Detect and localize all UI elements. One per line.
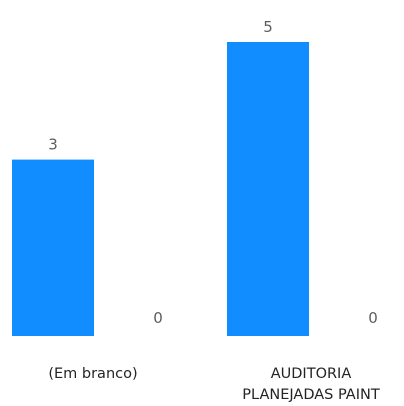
data-labels-layer: 3 0 5 0 [48, 18, 378, 327]
data-label-1-0: 5 [263, 18, 273, 36]
bar-1-0[interactable] [227, 42, 309, 336]
data-label-0-0: 3 [48, 136, 58, 154]
data-label-0-1: 0 [153, 309, 163, 327]
category-label-0-line-0: (Em branco) [48, 366, 137, 382]
category-label-1-line-0: AUDITORIA [271, 366, 352, 382]
bars-layer [12, 42, 309, 336]
category-axis: (Em branco) AUDITORIA PLANEJADAS PAINT [48, 366, 379, 403]
bar-0-0[interactable] [12, 159, 94, 336]
data-label-1-1: 0 [368, 309, 378, 327]
category-label-1-line-1: PLANEJADAS PAINT [242, 387, 380, 403]
